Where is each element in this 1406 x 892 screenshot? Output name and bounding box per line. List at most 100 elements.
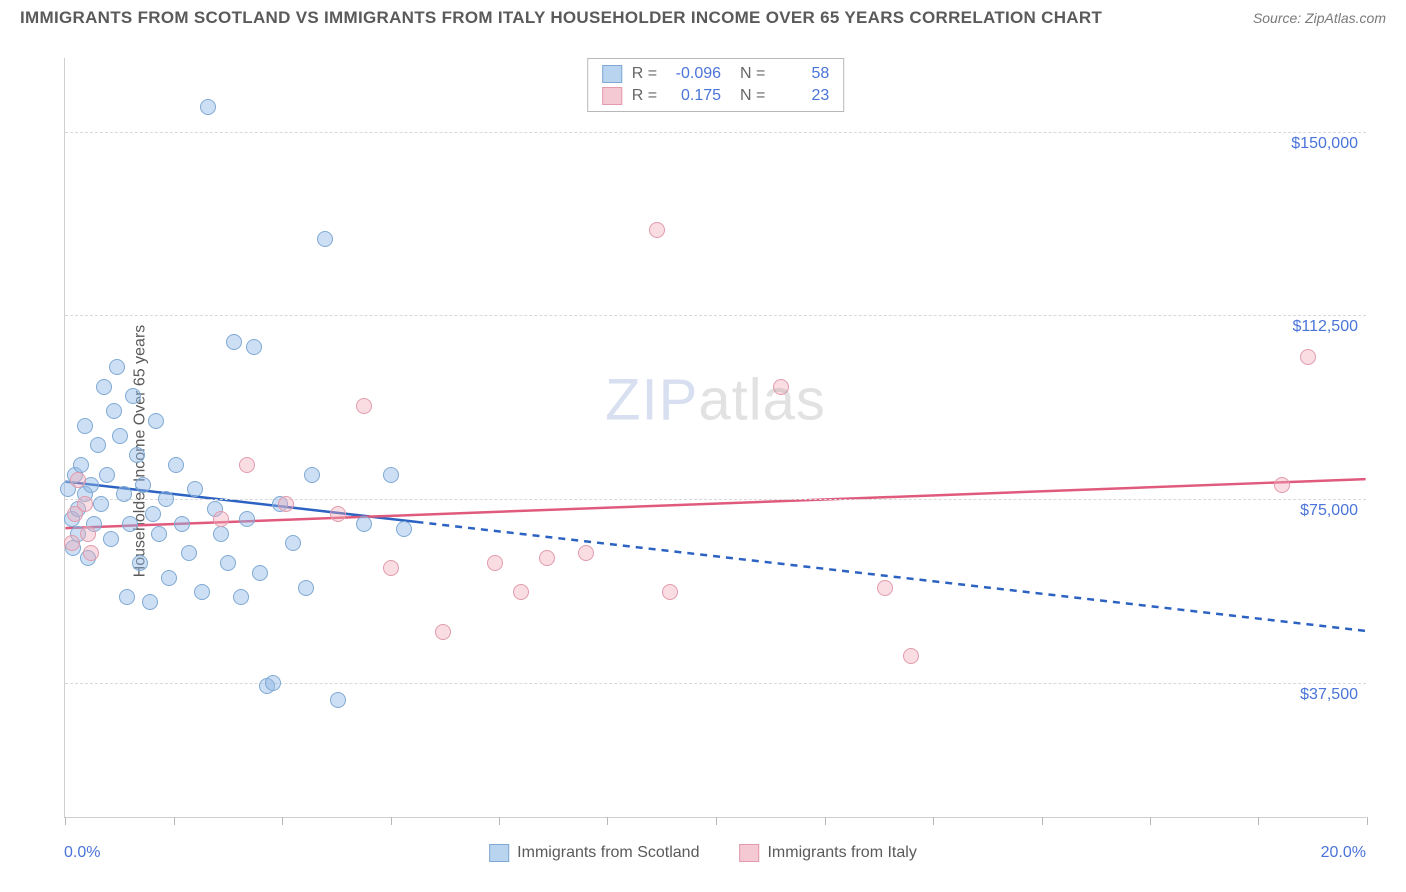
data-point — [93, 496, 109, 512]
data-point — [396, 521, 412, 537]
data-point — [239, 511, 255, 527]
data-point — [73, 457, 89, 473]
data-point — [64, 535, 80, 551]
data-point — [200, 99, 216, 115]
data-point — [145, 506, 161, 522]
data-point — [1300, 349, 1316, 365]
y-tick-label: $112,500 — [1292, 318, 1358, 336]
data-point — [330, 692, 346, 708]
data-point — [106, 403, 122, 419]
data-point — [330, 506, 346, 522]
x-tick — [933, 817, 934, 825]
data-point — [356, 398, 372, 414]
data-point — [383, 467, 399, 483]
data-point — [129, 447, 145, 463]
data-point — [877, 580, 893, 596]
data-point — [168, 457, 184, 473]
data-point — [119, 589, 135, 605]
data-point — [317, 231, 333, 247]
data-point — [298, 580, 314, 596]
data-point — [246, 339, 262, 355]
chart-title: IMMIGRANTS FROM SCOTLAND VS IMMIGRANTS F… — [20, 8, 1102, 28]
watermark-part1: ZIP — [605, 367, 698, 432]
data-point — [383, 560, 399, 576]
data-point — [77, 496, 93, 512]
data-point — [77, 418, 93, 434]
x-tick — [499, 817, 500, 825]
x-tick — [1150, 817, 1151, 825]
data-point — [213, 526, 229, 542]
watermark-part2: atlas — [698, 367, 826, 432]
data-point — [125, 388, 141, 404]
x-tick — [716, 817, 717, 825]
stat-n-value: 58 — [775, 65, 829, 83]
data-point — [70, 472, 86, 488]
x-tick — [1258, 817, 1259, 825]
legend-swatch-italy — [602, 87, 622, 105]
data-point — [435, 624, 451, 640]
trend-line — [416, 522, 1365, 631]
gridline — [65, 315, 1366, 316]
data-point — [220, 555, 236, 571]
stat-label: R = — [632, 65, 657, 83]
x-tick — [1042, 817, 1043, 825]
data-point — [903, 648, 919, 664]
data-point — [83, 545, 99, 561]
data-point — [649, 222, 665, 238]
data-point — [239, 457, 255, 473]
data-point — [265, 675, 281, 691]
data-point — [187, 481, 203, 497]
title-bar: IMMIGRANTS FROM SCOTLAND VS IMMIGRANTS F… — [0, 0, 1406, 32]
data-point — [356, 516, 372, 532]
data-point — [213, 511, 229, 527]
data-point — [90, 437, 106, 453]
data-point — [252, 565, 268, 581]
data-point — [112, 428, 128, 444]
legend-stats: R = -0.096 N = 58 R = 0.175 N = 23 — [587, 58, 845, 112]
data-point — [226, 334, 242, 350]
data-point — [773, 379, 789, 395]
data-point — [80, 526, 96, 542]
data-point — [151, 526, 167, 542]
legend-label: Immigrants from Scotland — [517, 844, 699, 862]
chart: Householder Income Over 65 years ZIPatla… — [20, 42, 1386, 860]
legend-swatch-scotland — [489, 844, 509, 862]
y-tick-label: $150,000 — [1291, 135, 1358, 153]
stat-r-value: 0.175 — [667, 87, 721, 105]
x-tick — [825, 817, 826, 825]
data-point — [487, 555, 503, 571]
source-label: Source: ZipAtlas.com — [1253, 10, 1386, 26]
y-tick-label: $37,500 — [1300, 686, 1358, 704]
stat-label: N = — [731, 87, 765, 105]
x-tick — [282, 817, 283, 825]
trend-lines — [65, 58, 1366, 817]
x-max-label: 20.0% — [1321, 844, 1366, 862]
data-point — [513, 584, 529, 600]
plot-area: ZIPatlas R = -0.096 N = 58 R = 0.175 N =… — [64, 58, 1366, 818]
stat-label: R = — [632, 87, 657, 105]
x-tick — [174, 817, 175, 825]
x-min-label: 0.0% — [64, 844, 100, 862]
legend-stats-row: R = -0.096 N = 58 — [602, 63, 830, 85]
data-point — [539, 550, 555, 566]
x-tick — [1367, 817, 1368, 825]
data-point — [148, 413, 164, 429]
data-point — [174, 516, 190, 532]
data-point — [578, 545, 594, 561]
data-point — [161, 570, 177, 586]
y-tick-label: $75,000 — [1300, 502, 1358, 520]
gridline — [65, 499, 1366, 500]
legend-series: Immigrants from Scotland Immigrants from… — [489, 844, 917, 862]
data-point — [194, 584, 210, 600]
data-point — [135, 477, 151, 493]
legend-item-italy: Immigrants from Italy — [739, 844, 916, 862]
data-point — [109, 359, 125, 375]
legend-swatch-italy — [739, 844, 759, 862]
data-point — [233, 589, 249, 605]
trend-line — [65, 479, 1365, 528]
data-point — [96, 379, 112, 395]
data-point — [278, 496, 294, 512]
data-point — [99, 467, 115, 483]
data-point — [103, 531, 119, 547]
stat-n-value: 23 — [775, 87, 829, 105]
